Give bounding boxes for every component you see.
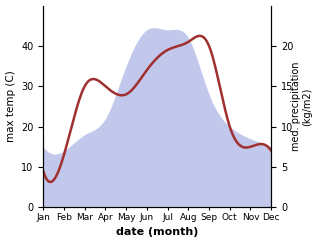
Y-axis label: med. precipitation
(kg/m2): med. precipitation (kg/m2) <box>291 62 313 151</box>
Y-axis label: max temp (C): max temp (C) <box>5 70 16 142</box>
X-axis label: date (month): date (month) <box>116 227 198 237</box>
